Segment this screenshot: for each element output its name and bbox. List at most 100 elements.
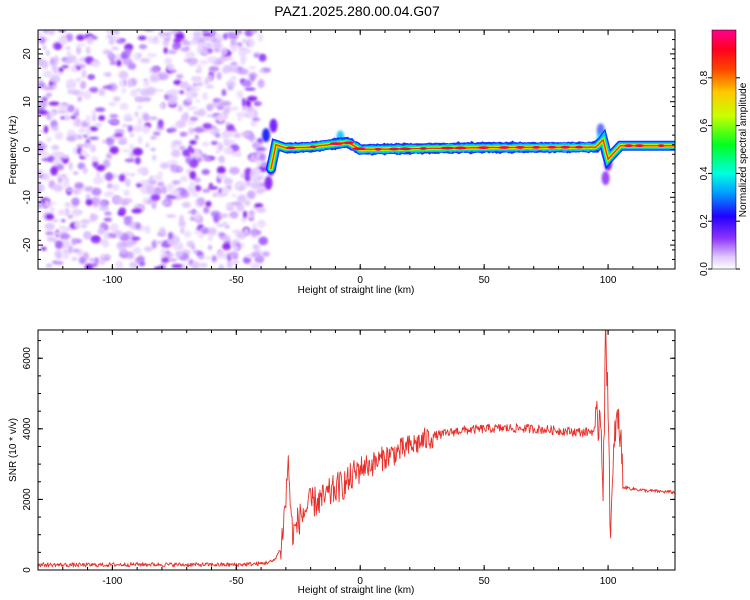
noise-blob <box>183 230 192 238</box>
noise-blob <box>79 90 86 97</box>
noise-blob <box>157 119 164 128</box>
noise-blob <box>132 147 143 156</box>
track-peak <box>419 147 428 150</box>
noise-blob <box>98 226 105 235</box>
noise-blob <box>125 178 131 187</box>
noise-blob <box>126 79 133 88</box>
noise-blob <box>214 133 221 138</box>
noise-blob <box>103 159 111 168</box>
noise-blob <box>208 66 220 72</box>
noise-blob <box>190 39 199 46</box>
noise-blob <box>56 109 68 114</box>
noise-blob <box>245 181 253 187</box>
noise-blob <box>223 177 233 185</box>
noise-blob <box>146 184 155 193</box>
snr-x-label: Height of straight line (km) <box>298 585 415 596</box>
noise-blob <box>88 126 99 132</box>
noise-blob <box>90 213 99 222</box>
noise-blob <box>173 79 182 86</box>
noise-blob <box>137 135 143 145</box>
noise-blob <box>246 190 256 200</box>
track-peak <box>440 146 455 150</box>
noise-blob <box>170 164 181 174</box>
noise-blob <box>259 187 267 193</box>
noise-blob <box>45 231 54 236</box>
noise-blob <box>186 121 196 125</box>
noise-blob <box>124 158 135 163</box>
noise-blob <box>151 40 161 44</box>
noise-blob <box>189 180 196 187</box>
noise-blob <box>181 201 191 208</box>
noise-blob <box>190 148 195 154</box>
noise-blob <box>68 161 73 171</box>
noise-blob <box>57 36 68 46</box>
noise-blob <box>123 217 132 226</box>
noise-blob <box>252 117 261 122</box>
noise-blob <box>202 92 208 101</box>
noise-blob <box>59 234 71 239</box>
x-tick-label: -100 <box>102 275 122 286</box>
noise-blob <box>253 53 260 58</box>
noise-blob <box>215 149 220 154</box>
noise-blob <box>189 159 199 169</box>
noise-blob <box>105 34 114 39</box>
y-tick-label: 4000 <box>22 417 33 440</box>
noise-blob <box>43 125 49 134</box>
noise-blob <box>213 214 220 224</box>
noise-blob <box>250 262 261 269</box>
noise-blob <box>202 188 211 193</box>
noise-blob <box>105 172 114 182</box>
noise-blob <box>216 32 222 42</box>
noise-blob <box>194 212 202 222</box>
noise-blob <box>142 124 151 134</box>
noise-blob <box>161 185 168 194</box>
noise-blob <box>87 74 95 80</box>
noise-blob <box>154 240 163 245</box>
noise-blob <box>72 147 78 155</box>
noise-blob <box>72 209 80 217</box>
noise-blob <box>150 194 161 201</box>
noise-blob <box>153 174 163 181</box>
noise-blob <box>177 104 183 112</box>
noise-blob <box>125 240 134 248</box>
track-peak <box>388 147 400 151</box>
noise-blob <box>190 91 198 98</box>
y-tick-label: 2000 <box>22 488 33 511</box>
noise-blob <box>42 30 50 33</box>
track-peak <box>515 146 525 149</box>
noise-blob <box>246 112 255 118</box>
colorbar-tick-label: 0.2 <box>699 214 710 228</box>
noise-blob <box>208 182 214 188</box>
noise-blob <box>38 109 48 116</box>
noise-blob <box>166 128 177 132</box>
noise-blob <box>131 236 141 241</box>
noise-blob <box>171 263 183 269</box>
noise-blob <box>251 228 257 237</box>
noise-blob <box>50 166 58 176</box>
noise-blob <box>212 191 218 198</box>
noise-blob <box>206 103 214 112</box>
noise-blob <box>167 159 179 166</box>
noise-blob <box>160 34 172 40</box>
noise-blob <box>201 141 210 147</box>
noise-blob <box>80 80 87 90</box>
noise-blob <box>228 32 239 41</box>
noise-blob <box>78 256 86 265</box>
noise-blob <box>138 180 149 184</box>
noise-blob <box>255 256 264 261</box>
noise-blob <box>44 199 50 207</box>
noise-blob <box>216 173 227 180</box>
noise-blob <box>160 248 168 254</box>
noise-blob <box>57 209 66 216</box>
noise-blob <box>204 42 213 48</box>
noise-blob <box>223 221 228 226</box>
noise-blob <box>188 127 194 135</box>
noise-blob <box>62 251 69 260</box>
noise-blob <box>216 106 225 110</box>
noise-blob <box>189 170 197 180</box>
colorbar-tick-label: 0.8 <box>699 70 710 84</box>
noise-blob <box>168 258 178 262</box>
noise-blob <box>118 207 127 215</box>
noise-blob <box>147 35 153 44</box>
